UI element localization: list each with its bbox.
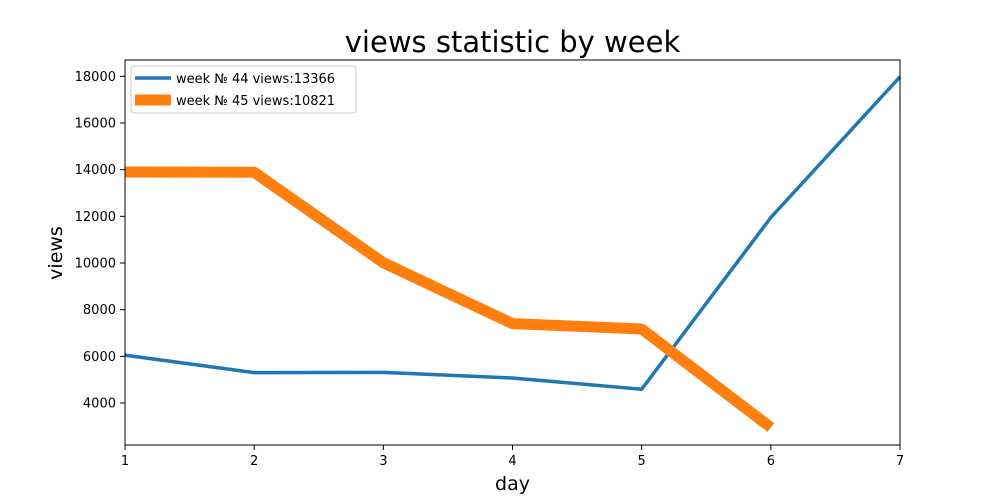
y-axis-ticks: 4000 6000 8000 10000 12000 14000 16000 18000 — [75, 70, 125, 412]
plot-background — [125, 60, 900, 445]
x-tick-label: 6 — [767, 454, 775, 469]
legend-label-week-45: week № 45 views:10821 — [176, 94, 335, 109]
x-tick-label: 7 — [896, 454, 904, 469]
y-tick-label: 16000 — [75, 117, 116, 132]
y-axis-label: views — [45, 226, 67, 280]
x-axis-label: day — [495, 473, 530, 495]
x-tick-label: 4 — [508, 454, 516, 469]
x-axis-ticks: 1 2 3 4 5 6 7 — [121, 445, 904, 469]
series-line-2 — [124, 166, 775, 432]
y-tick-label: 12000 — [75, 210, 116, 225]
legend: week № 44 views:13366 week № 45 views:10… — [130, 65, 357, 114]
legend-box — [130, 65, 357, 114]
series-line-1 — [124, 75, 902, 391]
y-tick-label: 4000 — [83, 397, 116, 412]
legend-label-week-44: week № 44 views:13366 — [176, 72, 335, 87]
y-tick-label: 18000 — [75, 70, 116, 85]
x-tick-label: 5 — [638, 454, 646, 469]
chart-title: views statistic by week — [345, 25, 681, 59]
x-tick-label: 1 — [121, 454, 129, 469]
series-layer — [124, 75, 902, 432]
y-tick-label: 14000 — [75, 163, 116, 178]
y-tick-label: 8000 — [83, 303, 116, 318]
x-tick-label: 3 — [379, 454, 387, 469]
plot-area — [124, 59, 902, 446]
x-tick-label: 2 — [250, 454, 258, 469]
y-tick-label: 10000 — [75, 257, 116, 272]
y-tick-label: 6000 — [83, 350, 116, 365]
